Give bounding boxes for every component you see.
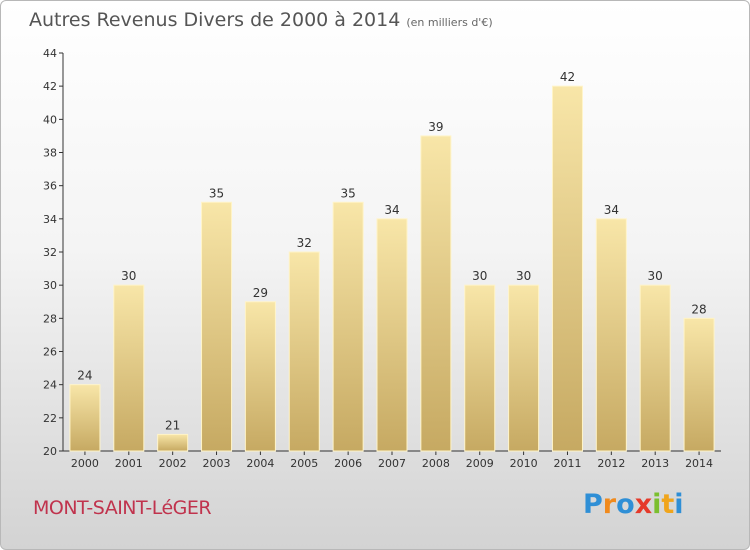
x-tick-label: 2001 (115, 457, 143, 470)
y-tick-label: 36 (43, 180, 57, 193)
y-tick-label: 24 (43, 379, 57, 392)
y-tick-label: 34 (43, 213, 57, 226)
bar-value-label: 34 (384, 203, 399, 217)
x-tick-label: 2010 (510, 457, 538, 470)
bar (288, 251, 320, 452)
x-tick-label: 2002 (159, 457, 187, 470)
bar (376, 218, 408, 452)
bar-value-label: 34 (604, 203, 619, 217)
bar (639, 284, 671, 452)
bar-value-label: 30 (472, 269, 487, 283)
logo-letter: x (634, 489, 653, 520)
bar-value-label: 42 (560, 70, 575, 84)
bar (464, 284, 496, 452)
x-tick-label: 2005 (290, 457, 318, 470)
y-tick-label: 40 (43, 113, 57, 126)
bar (69, 384, 101, 452)
y-tick-label: 42 (43, 80, 57, 93)
x-tick-label: 2007 (378, 457, 406, 470)
bar (157, 433, 189, 452)
logo-letter: t (661, 489, 675, 520)
bar-value-label: 30 (648, 269, 663, 283)
bar-value-label: 39 (428, 120, 443, 134)
chart-title-text: Autres Revenus Divers de 2000 à 2014 (29, 9, 401, 31)
y-tick-label: 22 (43, 412, 57, 425)
bar (201, 201, 233, 452)
bar-value-label: 30 (516, 269, 531, 283)
x-tick-label: 2008 (422, 457, 450, 470)
logo-letter: r (602, 489, 617, 520)
logo-letter: i (674, 489, 684, 520)
x-tick-label: 2006 (334, 457, 362, 470)
x-tick-label: 2012 (597, 457, 625, 470)
y-tick-label: 20 (43, 445, 57, 458)
x-tick-label: 2003 (203, 457, 231, 470)
bar (508, 284, 540, 452)
bar (244, 301, 276, 452)
bar-value-label: 29 (253, 286, 268, 300)
x-tick-label: 2004 (246, 457, 274, 470)
bar (420, 135, 452, 452)
y-tick-label: 26 (43, 346, 57, 359)
chart-title: Autres Revenus Divers de 2000 à 2014 (en … (29, 9, 493, 31)
bar-value-label: 28 (691, 302, 706, 316)
bar (595, 218, 627, 452)
x-tick-label: 2013 (641, 457, 669, 470)
y-tick-label: 30 (43, 279, 57, 292)
location-name: MONT-SAINT-LéGER (33, 497, 212, 519)
x-tick-label: 2009 (466, 457, 494, 470)
chart-unit: (en milliers d'€) (406, 16, 493, 29)
bar (113, 284, 145, 452)
proxiti-logo[interactable]: Proxiti (583, 489, 684, 520)
bar (332, 201, 364, 452)
bar-value-label: 35 (209, 186, 224, 200)
y-tick-label: 28 (43, 312, 57, 325)
x-tick-label: 2011 (553, 457, 581, 470)
logo-letter: i (652, 489, 662, 520)
bar-value-label: 32 (297, 236, 312, 250)
bar (551, 85, 583, 452)
logo-letter: P (583, 489, 603, 520)
x-tick-label: 2000 (71, 457, 99, 470)
bar-value-label: 35 (340, 186, 355, 200)
bar-value-label: 21 (165, 418, 180, 432)
chart-bars: 24 30 21 35 29 32 35 34 39 30 30 42 34 30 28 (69, 70, 715, 452)
bar-value-label: 24 (77, 369, 92, 383)
bar-value-label: 30 (121, 269, 136, 283)
bar (683, 317, 715, 452)
y-tick-label: 38 (43, 147, 57, 160)
logo-letter: o (616, 489, 635, 520)
y-tick-label: 32 (43, 246, 57, 259)
x-tick-label: 2014 (685, 457, 713, 470)
y-tick-label: 44 (43, 47, 57, 60)
